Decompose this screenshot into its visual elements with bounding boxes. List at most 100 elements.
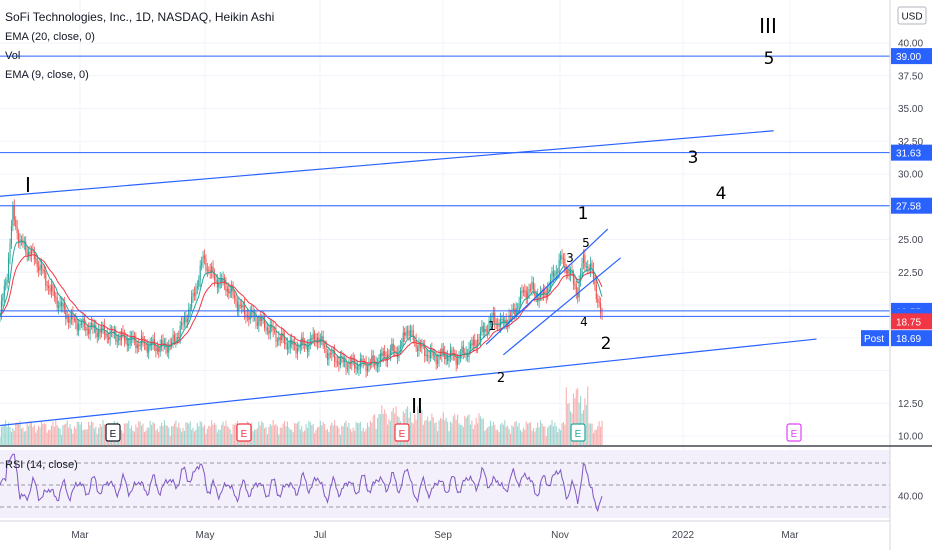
candle: [392, 343, 394, 352]
volume-bar: [552, 426, 554, 445]
volume-bar: [255, 429, 257, 445]
volume-bar: [437, 431, 439, 445]
candle: [141, 336, 143, 345]
candle: [558, 259, 560, 273]
volume-bar: [550, 424, 552, 445]
legend-vol[interactable]: Vol: [5, 50, 20, 62]
volume-bar: [431, 413, 433, 445]
volume-bar: [554, 422, 556, 445]
candle: [548, 286, 550, 288]
volume-bar: [385, 413, 387, 445]
volume-bar: [271, 425, 273, 445]
volume-bar: [302, 431, 304, 445]
currency-box[interactable]: [897, 6, 927, 25]
volume-bar: [196, 422, 198, 445]
candle: [355, 366, 357, 369]
candle: [35, 258, 37, 260]
volume-bar: [442, 412, 444, 445]
candle: [595, 284, 597, 300]
candle: [399, 346, 401, 349]
candle: [407, 330, 409, 333]
volume-bar: [342, 426, 344, 445]
volume-bar: [296, 422, 298, 445]
horizontal-levels[interactable]: [0, 55, 890, 317]
candle: [331, 353, 333, 355]
volume-bar: [166, 425, 168, 445]
volume-bar: [361, 430, 363, 445]
volume-bar: [580, 396, 582, 445]
candle: [545, 293, 547, 298]
volume-bar: [162, 426, 164, 445]
trend-line[interactable]: [485, 228, 609, 345]
candle: [482, 326, 484, 333]
candle: [597, 299, 599, 302]
candle: [580, 273, 582, 281]
trend-line[interactable]: [0, 130, 774, 197]
volume-bar: [258, 421, 260, 445]
legend-ema20[interactable]: EMA (20, close, 0): [5, 31, 95, 43]
candle: [435, 355, 437, 364]
volume-bar: [23, 431, 25, 445]
volume-bar: [391, 411, 393, 445]
volume-bar: [411, 422, 413, 445]
volume-bar: [32, 427, 34, 445]
volume-bar: [86, 429, 88, 445]
candle: [88, 328, 90, 334]
candle: [575, 284, 577, 294]
candle: [429, 348, 431, 358]
volume-bar: [409, 411, 411, 445]
level-badge-label: 27.58: [896, 202, 921, 213]
trend-lines[interactable]: [0, 130, 817, 427]
candle: [259, 318, 261, 322]
volume-bar: [65, 423, 67, 445]
volume-bar: [487, 427, 489, 445]
earnings-marker-label: E: [241, 429, 248, 440]
volume-bar: [36, 429, 38, 445]
volume-bar: [352, 427, 354, 445]
candle: [321, 336, 323, 339]
candle: [232, 286, 234, 296]
trend-line[interactable]: [0, 338, 817, 427]
candle: [342, 357, 344, 363]
volume-bar: [73, 426, 75, 445]
level-badge: [891, 48, 932, 65]
volume-bar: [501, 422, 503, 445]
volume-bar: [229, 429, 231, 445]
candle: [509, 314, 512, 317]
volume-bar: [286, 421, 288, 445]
candle: [276, 340, 278, 342]
volume-bar: [541, 423, 543, 445]
candle: [239, 304, 241, 306]
volume-bar: [482, 418, 484, 445]
earnings-marker[interactable]: [394, 423, 410, 442]
volume-bar: [132, 430, 134, 445]
volume-bar: [211, 420, 213, 445]
legend-rsi[interactable]: RSI (14, close): [5, 459, 78, 471]
volume-bar: [232, 424, 234, 445]
earnings-marker[interactable]: [105, 423, 121, 442]
candle: [537, 295, 539, 302]
volume-bar: [223, 425, 226, 445]
earnings-marker[interactable]: [570, 423, 586, 442]
price-axis[interactable]: 10.00 12.50 22.50 25.00 30.00 32.50 35.00 37.50…: [898, 39, 923, 443]
volume-bar: [72, 433, 74, 445]
earnings-marker[interactable]: [786, 423, 802, 442]
volume-bar: [50, 425, 53, 445]
legend-ema9[interactable]: EMA (9, close, 0): [5, 69, 89, 81]
candle: [458, 357, 460, 359]
time-axis[interactable]: Mar May Jul Sep Nov 2022 Mar: [71, 530, 799, 541]
volume-bar: [148, 427, 150, 445]
volume-bar: [538, 427, 540, 445]
candle: [494, 312, 496, 324]
wave-2-micro: 2: [497, 371, 505, 386]
earnings-marker[interactable]: [236, 423, 252, 442]
wave-3-minor: 3: [688, 148, 699, 168]
volume-bar: [325, 430, 327, 445]
candle: [151, 342, 153, 345]
volume-bar: [136, 427, 138, 445]
candle: [401, 341, 403, 347]
candle: [451, 349, 453, 355]
trend-line[interactable]: [502, 257, 622, 356]
